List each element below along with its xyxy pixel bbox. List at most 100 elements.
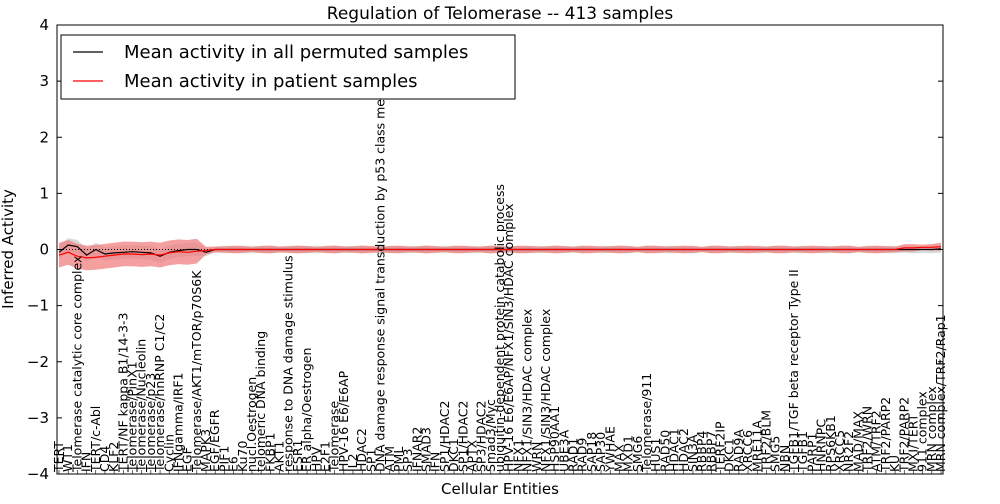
x-tick-label: SP1/HDAC2 xyxy=(437,401,452,472)
x-tick-label: 911 complex xyxy=(915,391,930,472)
x-tick-label: IFN xyxy=(428,452,443,472)
x-tick-label: HPV xyxy=(308,446,323,472)
x-tick-label: ATM/TRF2 xyxy=(869,410,884,472)
x-tick-label: IL2 xyxy=(345,453,360,472)
x-tick-label: ESR1 xyxy=(290,440,305,472)
x-tick-label: TERF2IP xyxy=(713,421,728,473)
x-tick-label: HDAC2 xyxy=(354,428,369,472)
x-tick-label: ER alpha/Oestrogen xyxy=(299,348,314,472)
x-tick-label: IFN xyxy=(79,452,94,472)
x-tick-label: IFNAR2 xyxy=(409,427,424,472)
plot-frame xyxy=(56,24,944,475)
x-tick-label: Telomerase/AKT1/mTOR/p70S6K xyxy=(189,270,204,473)
x-tick-label: HPV-16 E6/E6AP/NFX1/SIN3/HDAC complex xyxy=(501,203,516,472)
y-tick-label: −4 xyxy=(27,465,49,483)
x-tick-label: WT1 xyxy=(60,444,75,472)
x-tick-label: MXI/TERT xyxy=(905,413,920,472)
x-tick-label: PML xyxy=(391,447,406,472)
x-tick-label: Telomerase/hnRNP C1/C2 xyxy=(152,314,167,473)
x-tick-label: CD4 xyxy=(97,446,112,472)
x-tick-label: APTX xyxy=(464,439,479,472)
x-tick-label: XRCC6 xyxy=(740,430,755,472)
x-tick-label: MRN complex/TRF2/Rap1 xyxy=(933,314,948,472)
y-tick-label: 3 xyxy=(39,72,49,90)
x-tick-label: HPV-16 E6/E6AP xyxy=(336,370,351,472)
x-tick-label: NFX1/SIN3/HDAC complex xyxy=(538,309,553,472)
x-tick-label: DKC1 xyxy=(722,438,737,472)
x-tick-label: Cyclin xyxy=(161,434,176,472)
x-tick-label: RAD9 xyxy=(575,438,590,472)
x-tick-label: FKBP1 xyxy=(262,433,277,472)
x-tick-label: ATM xyxy=(382,446,397,472)
x-tick-label: SMAD3 xyxy=(419,427,434,472)
x-tick-label: RPS6KB1 xyxy=(823,415,838,472)
x-tick-label: MAX xyxy=(611,444,626,472)
x-tick-label: Telomerase/Nucleolin xyxy=(134,339,149,473)
x-tick-label: DNA damage response signal transduction … xyxy=(373,61,388,472)
x-tick-label: TERT/NF kappa B1/14-3-3 xyxy=(115,313,130,473)
x-tick-label: nucl.Oestrogen xyxy=(244,377,259,472)
x-tick-label: SAP30 xyxy=(593,432,608,472)
y-tick-label: 4 xyxy=(39,16,49,34)
x-tick-label: SAP18 xyxy=(584,432,599,472)
x-tick-label: UBE3A xyxy=(556,429,571,472)
legend-box xyxy=(60,34,516,100)
x-tick-label: SP1 xyxy=(363,449,378,472)
x-tick-label: Smad3/Myc xyxy=(483,399,498,472)
x-tick-label: SMG6 xyxy=(630,436,645,472)
x-tick-label: TRF2/BLM xyxy=(758,410,773,473)
x-tick-label: SP3 xyxy=(400,449,415,472)
x-tick-label: SMG5 xyxy=(768,436,783,472)
x-tick-label: TRF2/WRN xyxy=(860,406,875,473)
x-tick-label: MXD1 xyxy=(621,435,636,472)
x-tick-label: TRF2/PARP2 xyxy=(896,397,911,473)
x-tick-label: YWHAE xyxy=(602,426,617,473)
x-tick-label: NFX1/SIN3/HDAC complex xyxy=(520,309,535,472)
x-tick-label: NBN xyxy=(777,445,792,472)
x-tick-label: EGF/EGFR xyxy=(207,409,222,472)
y-tick-label: 1 xyxy=(39,184,49,202)
x-tick-label: XRCC5 xyxy=(832,430,847,472)
legend: Mean activity in all permuted samples Mea… xyxy=(60,34,516,100)
x-tick-label: TERT/c-Abl xyxy=(88,406,103,473)
x-tick-label: TERT xyxy=(51,441,66,473)
x-tick-label: MAPK3 xyxy=(198,429,213,472)
patient-mean-line xyxy=(58,246,942,259)
x-tick-label: Telomerase catalytic core complex xyxy=(69,256,84,473)
x-tick-label: HDAC1 xyxy=(667,428,682,472)
x-tick-label: Telomerase/p23 xyxy=(143,373,158,473)
x-tick-label: IFNgamma/IRF1 xyxy=(170,372,185,472)
x-tick-label: HUS1 xyxy=(648,438,663,472)
x-tick-label: MRN complex xyxy=(924,386,939,472)
x-tick-label: Telomerase xyxy=(327,400,342,473)
x-tick-label: Ku70 xyxy=(235,441,250,472)
x-tick-label: DKC1 xyxy=(446,438,461,472)
y-tick-label: 2 xyxy=(39,128,49,146)
x-tick-label: response to DNA damage stimulus xyxy=(281,255,296,472)
y-tick-label: −1 xyxy=(27,297,49,315)
x-tick-label: NR2F2 xyxy=(841,431,856,472)
x-tick-label: Telomerase/911 xyxy=(639,373,654,473)
x-tick-label: SIN3A xyxy=(685,434,700,472)
patient-spread-band xyxy=(59,238,941,271)
x-tick-label: E2F1 xyxy=(317,441,332,472)
x-tick-label: SP1/HDAC2 xyxy=(455,401,470,472)
x-tick-label: MAD/MAX xyxy=(850,410,865,472)
legend-label: Mean activity in all permuted samples xyxy=(124,42,468,63)
x-tick-label: RAD50 xyxy=(657,430,672,472)
x-tick-label: RBBP7 xyxy=(703,431,718,472)
x-tick-label: RAD9A xyxy=(731,429,746,472)
x-tick-label: TRF2/PARP2 xyxy=(878,397,893,473)
x-tick-label: AKT1 xyxy=(272,441,287,472)
x-tick-label: TGFB1 xyxy=(795,431,810,473)
y-tick-label: −3 xyxy=(27,409,49,427)
x-axis-label: Cellular Entities xyxy=(441,480,559,498)
x-tick-label: NFX1 xyxy=(510,439,525,472)
x-tick-label: HDAC2 xyxy=(676,428,691,472)
y-axis-label: Inferred Activity xyxy=(0,189,17,309)
x-tick-label: KLF2 xyxy=(106,442,121,472)
x-tick-label: RBBP4 xyxy=(694,431,709,472)
x-tick-label: TGFB1/TGF beta receptor Type II xyxy=(786,269,801,473)
x-tick-label: HNRNPC xyxy=(814,419,829,472)
